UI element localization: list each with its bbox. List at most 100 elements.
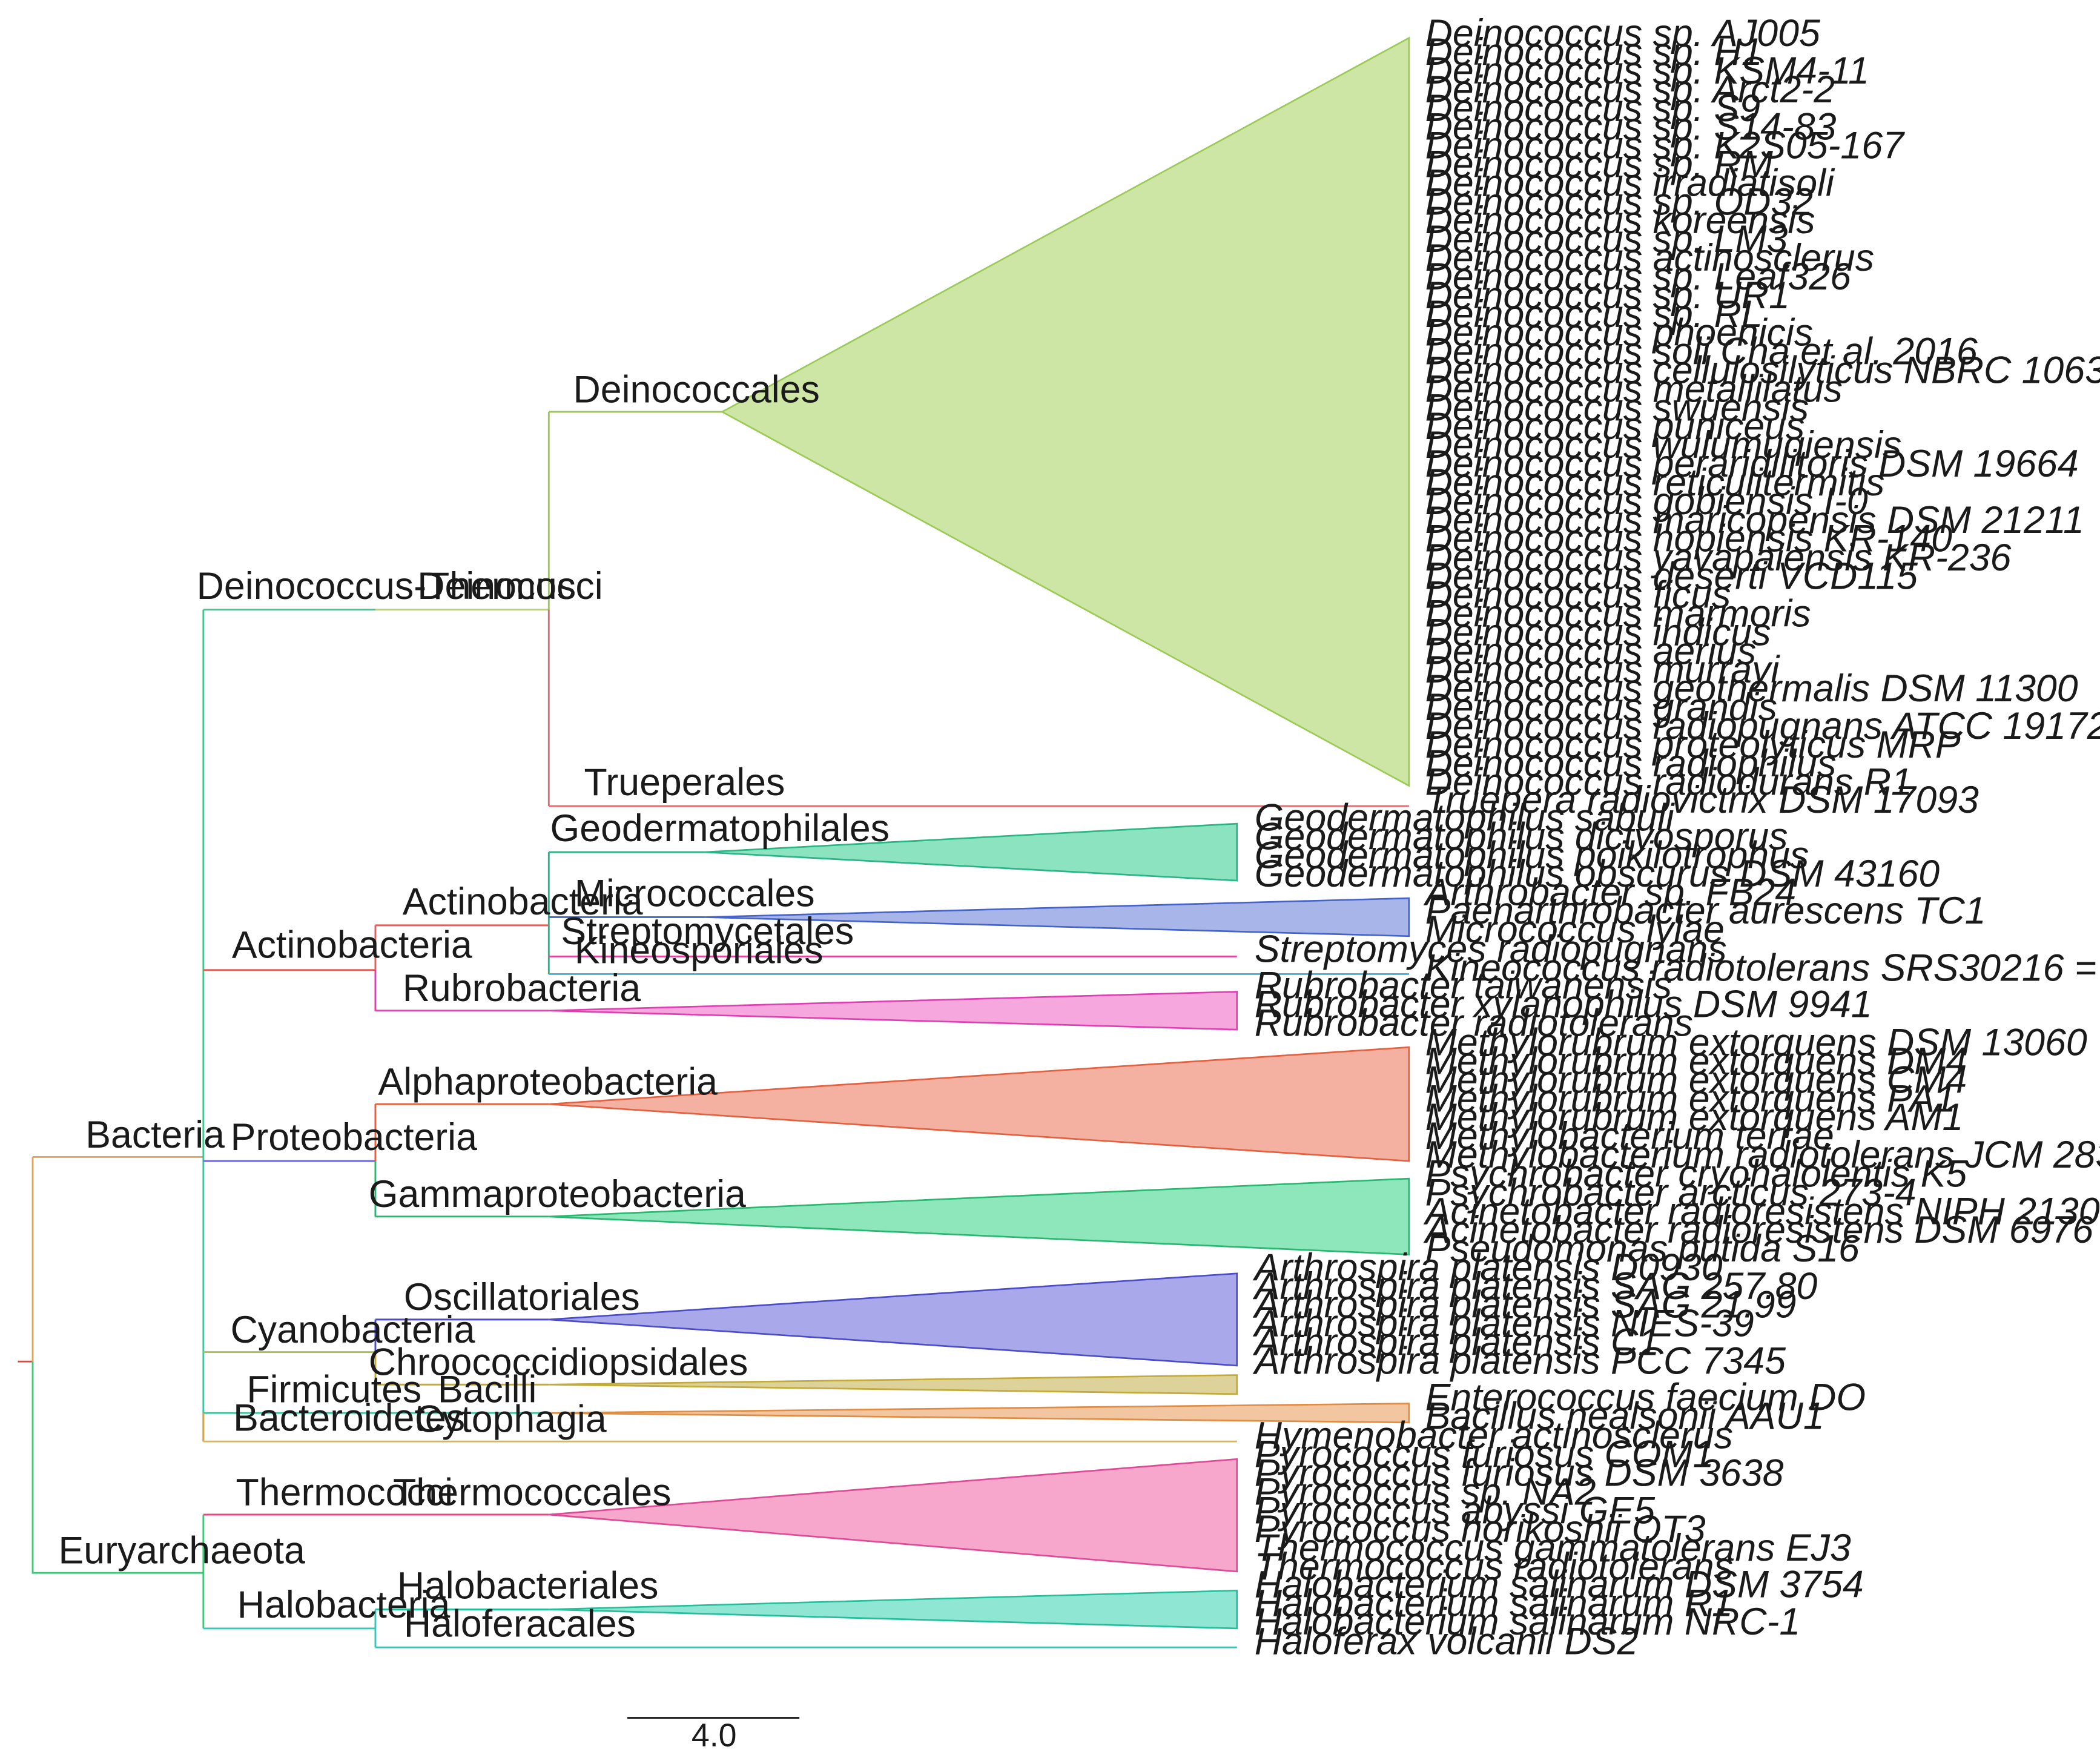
node-label-geodermatophilales: Geodermatophilales	[550, 807, 890, 850]
leaf-label: Deinococcus grandis	[1425, 686, 1777, 729]
node-label-thermococci: Thermococci	[236, 1471, 453, 1513]
node-label-trueperales: Trueperales	[584, 761, 785, 804]
leaf-label: Arthrospira platensis C1	[1252, 1321, 1659, 1363]
leaf-label: Arthrospira platensis NIES-39	[1252, 1303, 1754, 1345]
leaf-label: Geodermatophilus dictyosporus	[1255, 815, 1788, 858]
node-label-halobacteriales: Halobacteriales	[397, 1565, 659, 1607]
leaf-label: Deinococcus puniceus	[1425, 405, 1805, 448]
leaf-label: Pyrococcus sp. NA2	[1255, 1470, 1596, 1513]
leaf-label: Acinetobacter radioresistens DSM 6976 = …	[1423, 1209, 2100, 1251]
leaf-label: Deinococcus peraridilitoris DSM 19664	[1425, 443, 2079, 485]
leaf-label: Deinococcus reticulitermitis	[1425, 461, 1885, 504]
leaf-label: Pyrococcus furiosus DSM 3638	[1255, 1452, 1784, 1495]
leaf-label: Deinococcus sp. H1	[1425, 31, 1763, 73]
leaf-label: Arthrospira platensis SAG 21.99	[1252, 1284, 1797, 1326]
leaf-group-halobacteriales: Halobacterium salinarum DSM 3754Halobact…	[1255, 1563, 1864, 1643]
leaf-label: Halobacterium salinarum R1	[1255, 1582, 1733, 1624]
leaf-label: Hymenobacter actinosclerus	[1255, 1414, 1733, 1456]
chroococcidiopsidales-clade	[549, 1374, 1238, 1395]
leaf-label: Deinococcus sp. S14-83	[1425, 106, 1837, 148]
leaf-label: Thermococcus gammatolerans EJ3	[1255, 1527, 1851, 1569]
leaf-label: Halobacterium salinarum DSM 3754	[1255, 1563, 1864, 1605]
leaf-label: Geodermatophilus poikilotrophus	[1255, 834, 1809, 876]
leaf-label: Deinococcus hopiensis KR-140	[1425, 518, 1952, 560]
leaf-label: Deinococcus geothermalis DSM 11300	[1425, 667, 2078, 710]
node-label-oscillatoriales: Oscillatoriales	[404, 1276, 640, 1318]
leaf-label: Deinococcus sp. KSM4-11	[1425, 50, 1869, 92]
leaf-label: Methylorubrum extorquens AM1	[1425, 1096, 1964, 1139]
halobacteriales-clade	[549, 1589, 1238, 1630]
node-label-halobacteria: Halobacteria	[237, 1584, 451, 1626]
leaf-label: Deinococcus sp. RM	[1425, 143, 1774, 185]
leaf-label: Methylorubrum extorquens PA1	[1425, 1077, 1956, 1120]
leaf-label: Deinococcus indicus	[1425, 611, 1771, 653]
node-label-bacilli: Bacilli	[438, 1368, 537, 1410]
leaf-label: Deinococcus actinosclerus	[1425, 237, 1874, 279]
leaf-label: Bacillus nealsonii AAU1	[1425, 1395, 1824, 1438]
scale-bar-label: 4.0	[692, 1718, 737, 1749]
rubrobacteria-clade	[549, 991, 1238, 1031]
geodermatophilales-clade	[704, 822, 1238, 882]
thermococcales-clade	[549, 1458, 1238, 1573]
leaf-label: Deinococcus aerius	[1425, 630, 1757, 672]
node-label-micrococcales: Micrococcales	[575, 873, 815, 915]
node-label-deinococcus-thermus: Deinococcus-Thermus	[197, 565, 576, 607]
euryarchaeota-branch	[31, 1361, 203, 1574]
leaf-label: Methylorubrum extorquens DM4	[1425, 1040, 1967, 1083]
scale-bar: 4.0	[627, 1717, 800, 1749]
node-label-thermococcales: Thermococcales	[393, 1471, 671, 1513]
leaf-label: Deinococcus yavapaiensis KR-236	[1425, 537, 2012, 579]
leaf-label: Methylobacterium terrae	[1425, 1115, 1834, 1157]
leaf-label: Rubrobacter radiotolerans	[1255, 1002, 1693, 1044]
node-label-bacteria: Bacteria	[85, 1114, 225, 1156]
leaf-label: Pyrococcus abyssi GE5	[1255, 1489, 1655, 1532]
leaf-label: Paenarthrobacter aurescens TC1	[1425, 890, 1986, 932]
leaf-group-haloferacales: Haloferax volcanii DS2	[1255, 1620, 1639, 1662]
leaf-label: Deinococcus maricopensis DSM 21211	[1425, 499, 2084, 541]
leaf-label: Deinococcus radiopugnans ATCC 19172	[1425, 705, 2100, 747]
leaf-label: Deinococcus sp. UR1	[1425, 274, 1790, 317]
leaf-label: Deinococcus sp. Arct2-2	[1425, 68, 1835, 111]
node-label-rubrobacteria: Rubrobacteria	[403, 967, 641, 1010]
leaf-label: Deinococcus koreensis	[1425, 199, 1815, 242]
leaf-label: Rubrobacter taiwanensis	[1255, 965, 1672, 1007]
node-label-gammaproteobacteria: Gammaproteobacteria	[369, 1173, 746, 1215]
leaf-label: Kineococcus radiotolerans SRS30216 = ATC…	[1425, 947, 2100, 990]
leaf-label: Methylorubrum extorquens DSM 13060	[1425, 1022, 2087, 1064]
node-label-kineosporiales: Kineosporiales	[575, 930, 824, 972]
leaf-label: Deinococcus radiodurans R1	[1425, 761, 1912, 804]
node-label-alphaproteobacteria: Alphaproteobacteria	[378, 1061, 718, 1103]
leaf-group-kineosporiales: Kineococcus radiotolerans SRS30216 = ATC…	[1425, 947, 2100, 990]
node-label-cyanobacteria: Cyanobacteria	[231, 1309, 475, 1351]
leaf-label: Halobacterium salinarum NRC-1	[1255, 1601, 1800, 1643]
node-label-euryarchaeota: Euryarchaeota	[58, 1530, 305, 1572]
leaf-label: Deinococcus soli Cha et al. 2016	[1425, 331, 1978, 373]
leaf-label: Deinococcus metallilatus	[1425, 368, 1843, 411]
node-label-actinobacteria-phylum: Actinobacteria	[232, 924, 472, 967]
leaf-label: Deinococcus proteolyticus MRP	[1425, 724, 1961, 766]
leaf-label: Deinococcus wulumuqiensis	[1425, 424, 1902, 466]
node-label-deinococci: Deinococci	[417, 565, 603, 607]
bacilli-clade	[549, 1403, 1410, 1424]
leaf-label: Arthrobacter sp. FB24	[1423, 871, 1797, 913]
node-label-bacteroidetes: Bacteroidetes	[233, 1397, 465, 1439]
leaf-label: Haloferax volcanii DS2	[1255, 1620, 1639, 1662]
node-label-streptomycetales: Streptomycetales	[561, 910, 854, 953]
node-label-deinococcales: Deinococcales	[573, 368, 820, 411]
leaf-group-cytophagia: Hymenobacter actinosclerus	[1255, 1414, 1733, 1456]
leaf-label: Deinococcus cellulosilyticus NBRC 106333…	[1425, 349, 2100, 392]
leaf-label: Micrococcus lylae	[1425, 908, 1725, 951]
leaf-label: Truepera radiovictrix DSM 17093	[1425, 779, 1979, 821]
leaf-label: Methylorubrum extorquens CM4	[1425, 1059, 1967, 1101]
leaf-label: Deinococcus sp. S9	[1425, 87, 1760, 130]
leaf-label: Pyrococcus horikoshii OT3	[1255, 1508, 1706, 1550]
leaf-group-geodermatophilales: Geodermatophilus sabuliGeodermatophilus …	[1255, 796, 1940, 895]
leaf-label: Geodermatophilus sabuli	[1255, 796, 1676, 839]
leaf-label: Arthrospira platensis PCC 7345	[1252, 1340, 1786, 1382]
leaf-label: Deinococcus sp. OD32	[1425, 180, 1813, 223]
leaf-group-streptomycetales: Streptomyces radiopugnans	[1255, 928, 1727, 970]
